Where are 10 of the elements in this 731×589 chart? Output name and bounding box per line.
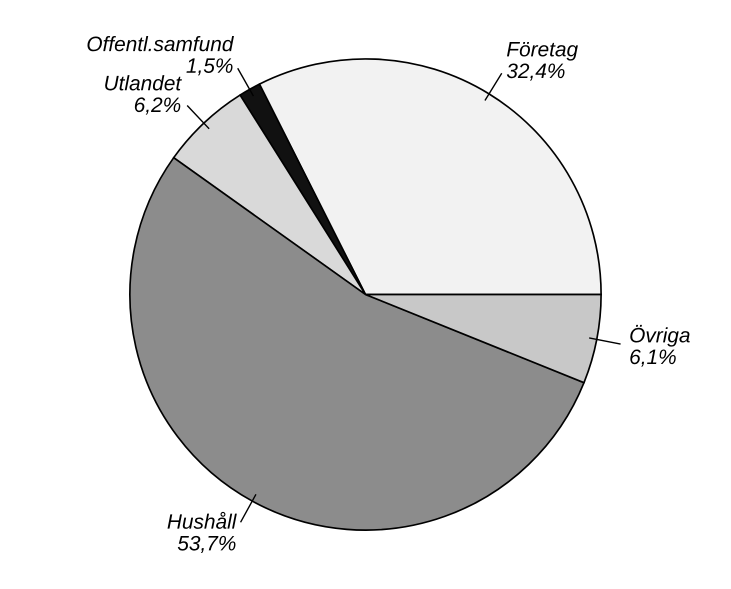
data-label: 32,4% [506, 63, 564, 81]
slice-label: Offentl.samfund [87, 36, 234, 52]
slice-label: Hushåll [168, 512, 237, 529]
data-label: 6,2% [134, 97, 180, 115]
slice-label: Övriga [630, 324, 690, 347]
data-label: 6,1% [630, 349, 676, 367]
slice-label: Företag [506, 42, 578, 61]
data-label: 53,7% [178, 536, 236, 554]
slice-label: Utlandet [105, 75, 182, 90]
data-label: 1,5% [186, 58, 233, 76]
